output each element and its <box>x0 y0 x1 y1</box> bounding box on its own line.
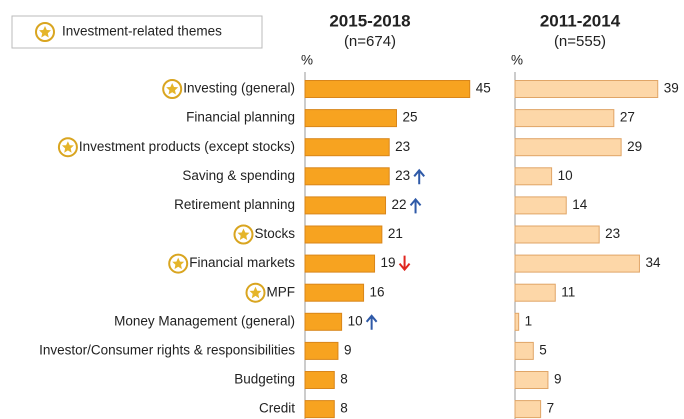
value-label: 7 <box>547 401 555 416</box>
value-label: 25 <box>403 110 418 125</box>
bar <box>304 167 390 186</box>
bar <box>514 80 659 98</box>
value-label: 8 <box>340 372 348 387</box>
value-label: 27 <box>620 110 635 125</box>
category-label: Budgeting <box>234 372 295 387</box>
value-label: 23 <box>395 168 410 183</box>
bar <box>304 312 343 331</box>
star <box>237 228 250 240</box>
value-label: 9 <box>344 342 352 357</box>
value-label: 29 <box>627 139 642 154</box>
bar <box>304 80 471 98</box>
bar <box>514 283 556 302</box>
trend-arrow-up <box>409 197 422 214</box>
star-icon <box>168 253 189 274</box>
bar <box>304 109 397 128</box>
value-label: 16 <box>370 284 385 299</box>
value-label: 10 <box>558 168 573 183</box>
value-label: 34 <box>645 255 661 270</box>
category-label: Financial planning <box>186 110 295 125</box>
star <box>61 141 74 153</box>
category-label: Credit <box>259 401 295 416</box>
value-label: 23 <box>605 226 620 241</box>
category-label: Investing (general) <box>183 81 295 96</box>
unit-label: % <box>301 53 313 68</box>
bar <box>304 400 335 419</box>
star <box>249 286 262 299</box>
star <box>166 83 179 95</box>
bar <box>304 341 339 360</box>
bar <box>514 138 622 157</box>
value-label: 9 <box>554 372 562 387</box>
star-icon <box>233 224 254 245</box>
bar <box>304 371 335 389</box>
bar <box>514 371 549 389</box>
bar <box>304 138 390 157</box>
category-label: Stocks <box>254 226 295 241</box>
value-label: 8 <box>340 401 348 416</box>
panel-title: 2011-2014 <box>540 11 621 30</box>
bar <box>304 254 376 273</box>
value-label: 5 <box>539 342 547 357</box>
trend-arrow-up <box>365 314 378 330</box>
bar <box>514 167 553 186</box>
category-label: Financial markets <box>189 255 295 270</box>
category-label: Retirement planning <box>174 197 295 212</box>
star-icon <box>57 137 78 158</box>
value-label: 14 <box>572 197 588 212</box>
bar <box>514 341 534 360</box>
value-label: 21 <box>388 226 403 241</box>
value-label: 22 <box>392 197 407 212</box>
star <box>172 257 185 270</box>
legend-label: Investment-related themes <box>62 24 222 39</box>
bar <box>514 400 542 419</box>
legend-star <box>35 22 55 42</box>
star-icon <box>162 79 183 99</box>
bar <box>304 225 383 244</box>
trend-arrow-up <box>413 168 425 185</box>
value-label: 10 <box>348 313 363 328</box>
category-label: MPF <box>267 284 296 299</box>
bar <box>514 225 600 244</box>
panel-subtitle: (n=674) <box>344 33 396 50</box>
bar <box>514 254 640 273</box>
unit-label: % <box>511 53 523 68</box>
bar <box>514 312 520 331</box>
value-label: 19 <box>381 255 396 270</box>
panel-subtitle: (n=555) <box>554 33 606 50</box>
bar <box>514 196 567 215</box>
value-label: 45 <box>476 81 491 96</box>
category-label: Money Management (general) <box>114 313 295 328</box>
value-label: 11 <box>561 284 575 299</box>
category-label: Saving & spending <box>182 168 295 183</box>
value-label: 23 <box>395 139 410 154</box>
value-label: 1 <box>525 313 533 328</box>
category-label: Investor/Consumer rights & responsibilit… <box>39 342 295 357</box>
star-icon <box>245 282 266 303</box>
bar <box>514 109 615 128</box>
category-label: Investment products (except stocks) <box>79 139 295 154</box>
bar <box>304 196 387 215</box>
bar <box>304 283 365 302</box>
trend-arrow-down <box>398 255 411 272</box>
panel-title: 2015-2018 <box>329 11 410 30</box>
value-label: 39 <box>664 81 679 96</box>
